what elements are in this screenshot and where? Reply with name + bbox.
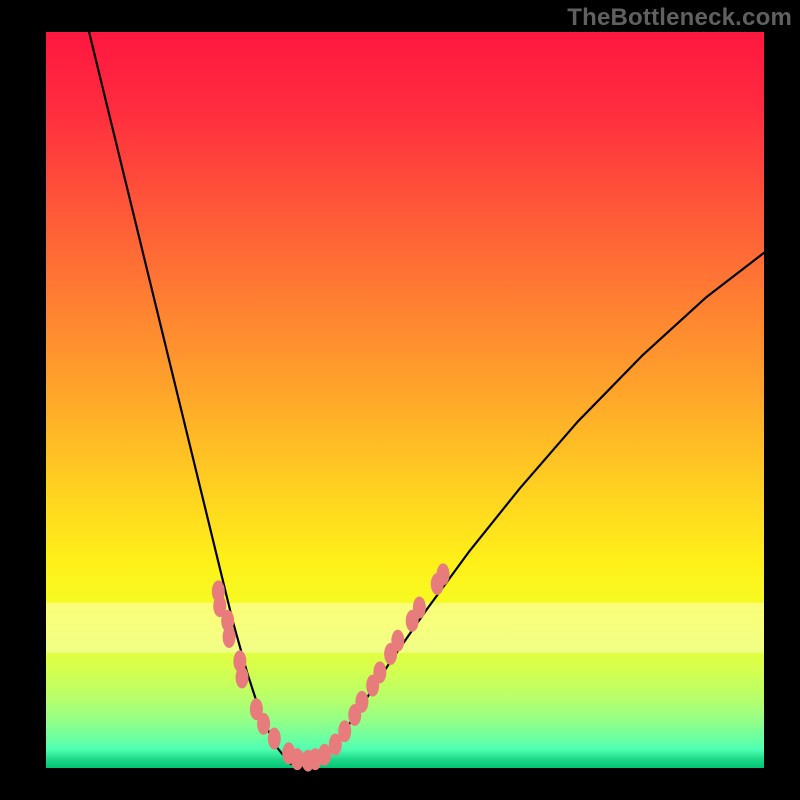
chart-stage: TheBottleneck.com	[0, 0, 800, 800]
marker-right	[355, 691, 368, 713]
marker-right	[413, 597, 426, 619]
marker-right	[373, 661, 386, 683]
marker-right	[338, 720, 351, 742]
marker-left	[268, 728, 281, 750]
marker-left	[236, 666, 249, 688]
plot-background	[46, 32, 764, 768]
marker-right	[391, 630, 404, 652]
watermark-label: TheBottleneck.com	[567, 4, 792, 32]
marker-right	[437, 563, 450, 585]
pale-band	[46, 603, 764, 653]
chart-svg	[0, 0, 800, 800]
marker-left	[223, 626, 236, 648]
marker-left	[257, 713, 270, 735]
